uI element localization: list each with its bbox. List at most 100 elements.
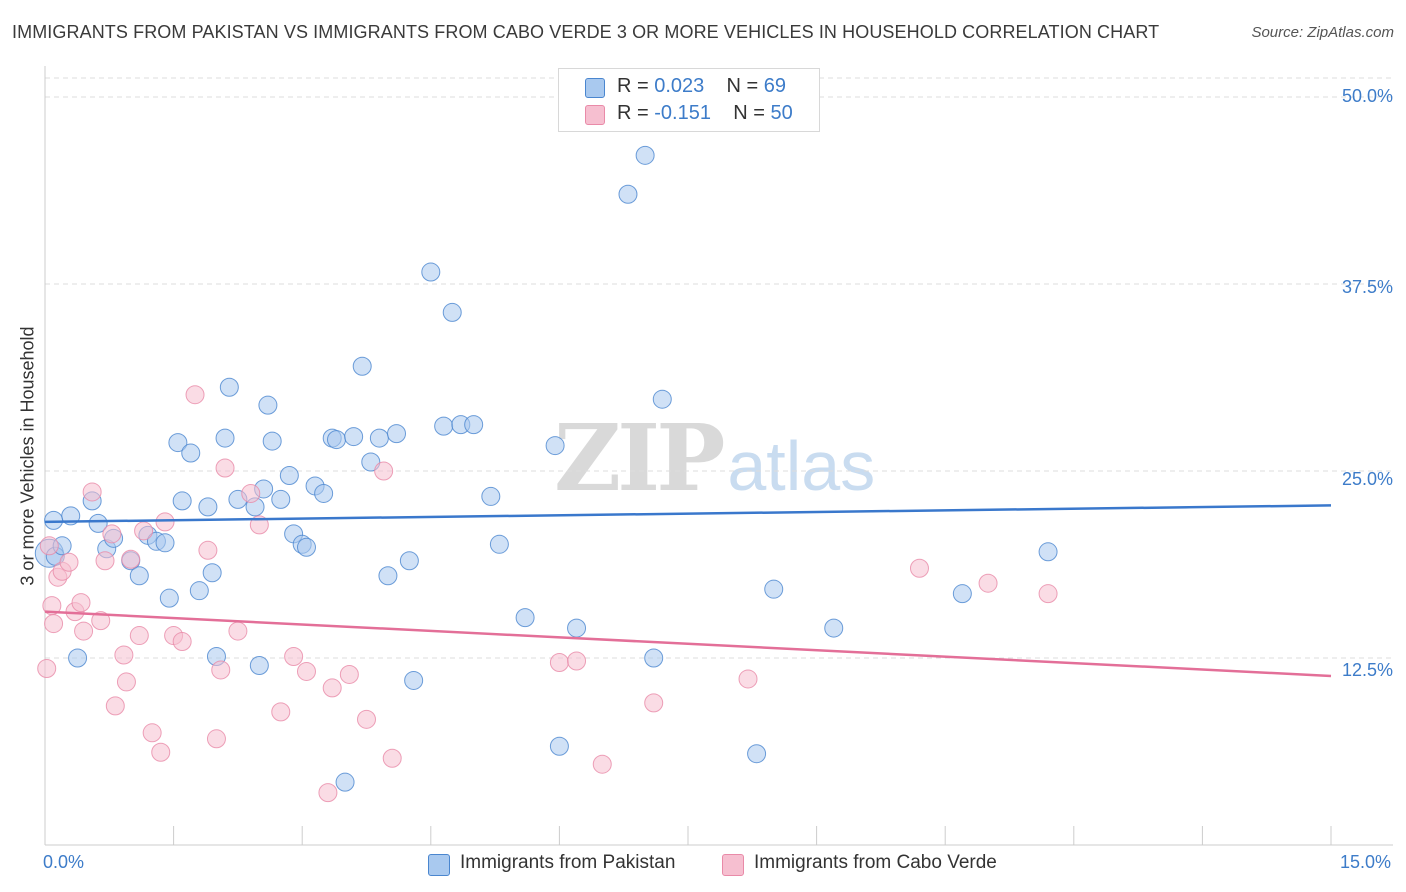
- point-pakistan: [249, 655, 269, 675]
- source-label: Source: ZipAtlas.com: [1251, 24, 1394, 41]
- chart-title: IMMIGRANTS FROM PAKISTAN VS IMMIGRANTS F…: [12, 22, 1160, 42]
- point-cabo-verde: [37, 658, 57, 678]
- point-cabo-verde: [271, 702, 291, 722]
- point-cabo-verde: [44, 614, 64, 634]
- point-cabo-verde: [592, 754, 612, 774]
- point-cabo-verde: [206, 729, 226, 749]
- point-pakistan: [1038, 542, 1058, 562]
- point-pakistan: [515, 608, 535, 628]
- watermark-zip: ZIP: [554, 404, 725, 512]
- point-cabo-verde: [228, 621, 248, 641]
- x-tick-label: 0.0%: [43, 852, 85, 872]
- point-cabo-verde: [549, 652, 569, 672]
- point-pakistan: [326, 430, 346, 450]
- point-pakistan: [635, 145, 655, 165]
- point-pakistan: [352, 356, 372, 376]
- point-cabo-verde: [59, 552, 79, 572]
- point-cabo-verde: [185, 385, 205, 405]
- point-pakistan: [44, 510, 64, 530]
- point-cabo-verde: [978, 573, 998, 593]
- point-pakistan: [258, 395, 278, 415]
- bottom-legend-swatch-cabo-verde: [722, 854, 744, 876]
- point-cabo-verde: [357, 709, 376, 729]
- point-pakistan: [155, 533, 175, 553]
- point-pakistan: [335, 772, 355, 792]
- point-pakistan: [168, 433, 188, 453]
- point-cabo-verde: [198, 540, 218, 560]
- point-pakistan: [545, 436, 565, 456]
- point-cabo-verde: [114, 645, 134, 665]
- point-pakistan: [421, 262, 441, 282]
- y-tick-label: 25.0%: [1341, 469, 1393, 489]
- point-pakistan: [824, 618, 844, 638]
- y-tick-label: 50.0%: [1341, 86, 1393, 106]
- point-cabo-verde: [39, 536, 59, 556]
- legend-r-label: R =: [617, 75, 655, 97]
- bottom-legend-label: Immigrants from Cabo Verde: [754, 852, 997, 873]
- legend-r-value: 0.023: [654, 75, 705, 97]
- point-pakistan: [764, 579, 784, 599]
- point-cabo-verde: [738, 669, 758, 689]
- point-cabo-verde: [567, 651, 587, 671]
- point-cabo-verde: [1038, 584, 1058, 604]
- legend: R = 0.023 N = 69 R = -0.151 N = 50: [558, 68, 820, 132]
- point-pakistan: [202, 563, 222, 583]
- point-cabo-verde: [374, 461, 394, 481]
- point-pakistan: [652, 389, 672, 409]
- point-pakistan: [262, 431, 282, 451]
- legend-n-value: 50: [770, 102, 793, 124]
- point-pakistan: [198, 497, 218, 517]
- point-pakistan: [747, 744, 767, 764]
- point-pakistan: [464, 415, 484, 435]
- point-cabo-verde: [102, 524, 122, 544]
- point-cabo-verde: [382, 748, 402, 768]
- watermark-atlas: atlas: [727, 427, 876, 505]
- point-pakistan: [369, 428, 389, 448]
- trend-lines: [44, 504, 1332, 678]
- bottom-legend-label: Immigrants from Pakistan: [460, 852, 676, 873]
- point-cabo-verde: [296, 661, 316, 681]
- points: [34, 145, 1058, 803]
- point-pakistan: [279, 465, 299, 485]
- point-pakistan: [387, 424, 407, 444]
- point-cabo-verde: [318, 783, 338, 803]
- point-cabo-verde: [91, 611, 111, 631]
- point-cabo-verde: [909, 558, 929, 578]
- point-cabo-verde: [155, 512, 175, 532]
- point-pakistan: [567, 618, 587, 638]
- point-pakistan: [442, 302, 462, 322]
- point-pakistan: [271, 489, 291, 509]
- point-pakistan: [68, 648, 88, 668]
- y-tick-label: 37.5%: [1341, 277, 1393, 297]
- point-cabo-verde: [134, 521, 154, 541]
- x-tick-label: 15.0%: [1340, 852, 1392, 872]
- point-pakistan: [215, 428, 235, 448]
- point-cabo-verde: [241, 483, 261, 503]
- point-pakistan: [314, 483, 334, 503]
- point-cabo-verde: [95, 551, 115, 571]
- point-pakistan: [404, 670, 424, 690]
- point-pakistan: [88, 513, 108, 533]
- point-pakistan: [481, 486, 501, 506]
- point-cabo-verde: [105, 696, 125, 716]
- point-cabo-verde: [339, 664, 359, 684]
- point-pakistan: [189, 581, 209, 601]
- legend-n-label: N =: [726, 75, 764, 97]
- legend-swatch-pakistan: [585, 78, 605, 98]
- point-pakistan: [159, 588, 179, 608]
- point-cabo-verde: [284, 647, 304, 667]
- legend-r-label: R =: [617, 102, 655, 124]
- point-cabo-verde: [142, 723, 162, 743]
- point-pakistan: [618, 184, 638, 204]
- point-pakistan: [489, 534, 509, 554]
- trend-line-cabo-verde: [44, 610, 1332, 678]
- point-cabo-verde: [211, 660, 231, 680]
- point-cabo-verde: [644, 693, 664, 713]
- point-pakistan: [644, 648, 664, 668]
- legend-n-label: N =: [733, 102, 771, 124]
- point-pakistan: [129, 566, 149, 586]
- watermark: ZIPatlas: [554, 404, 875, 512]
- point-pakistan: [181, 443, 201, 463]
- trend-line-pakistan: [44, 504, 1332, 524]
